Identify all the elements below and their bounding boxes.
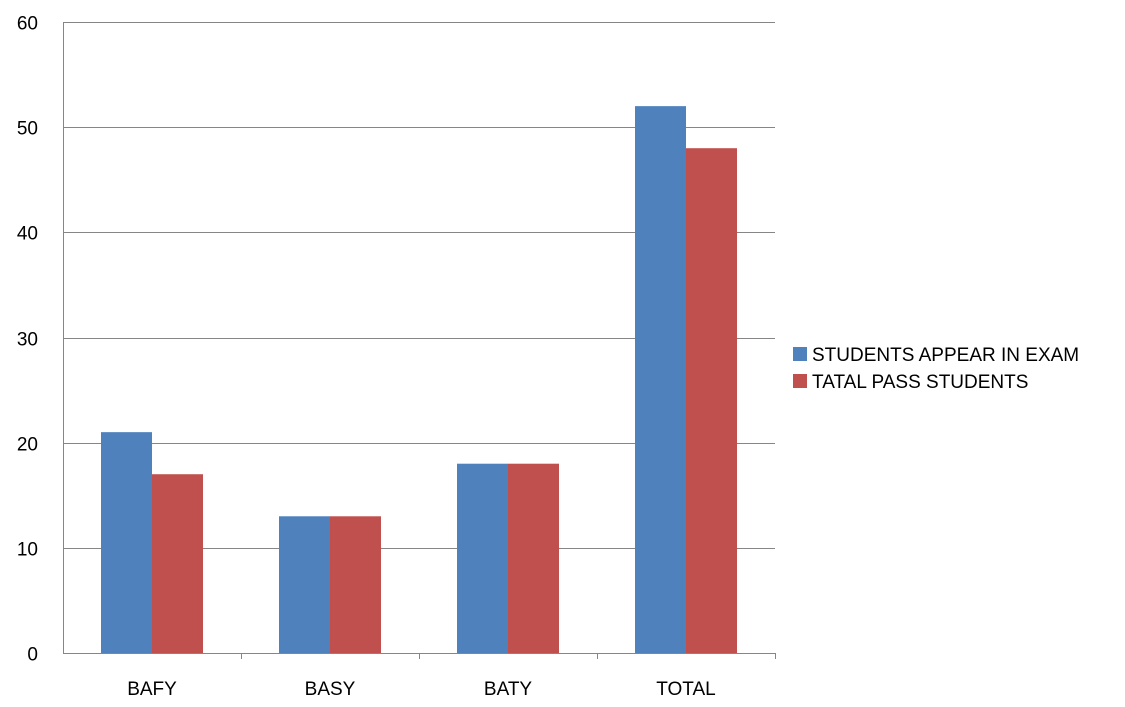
legend: STUDENTS APPEAR IN EXAM TATAL PASS STUDEN… [793,345,1079,393]
bar-pass-bafy [152,474,203,653]
x-category-label: BASY [305,679,356,700]
y-tick-label: 10 [17,540,38,561]
x-category-label: BAFY [127,679,177,700]
legend-label: TATAL PASS STUDENTS [812,372,1028,393]
y-tick-label: 20 [17,435,38,456]
x-category-label: BATY [484,679,533,700]
bar-pass-baty [508,463,559,653]
y-tick-label: 0 [27,645,38,666]
y-tick-label: 40 [17,224,38,245]
y-tick-label: 60 [17,14,38,35]
axes [63,22,776,659]
y-tick-label: 30 [17,330,38,351]
bar-appear-bafy [101,432,152,653]
y-tick-label: 50 [17,119,38,140]
bar-appear-baty [457,463,508,653]
bar-appear-total [635,106,686,654]
legend-swatch [793,374,807,388]
x-category-label: TOTAL [656,679,715,700]
legend-label: STUDENTS APPEAR IN EXAM [812,345,1079,366]
bar-pass-total [686,148,737,653]
bars [101,106,737,654]
legend-swatch [793,347,807,361]
bar-appear-basy [279,516,330,653]
axis-labels: 0 10 20 30 40 50 60 BAFY BASY BATY TOTAL [17,14,716,701]
bar-pass-basy [330,516,381,653]
